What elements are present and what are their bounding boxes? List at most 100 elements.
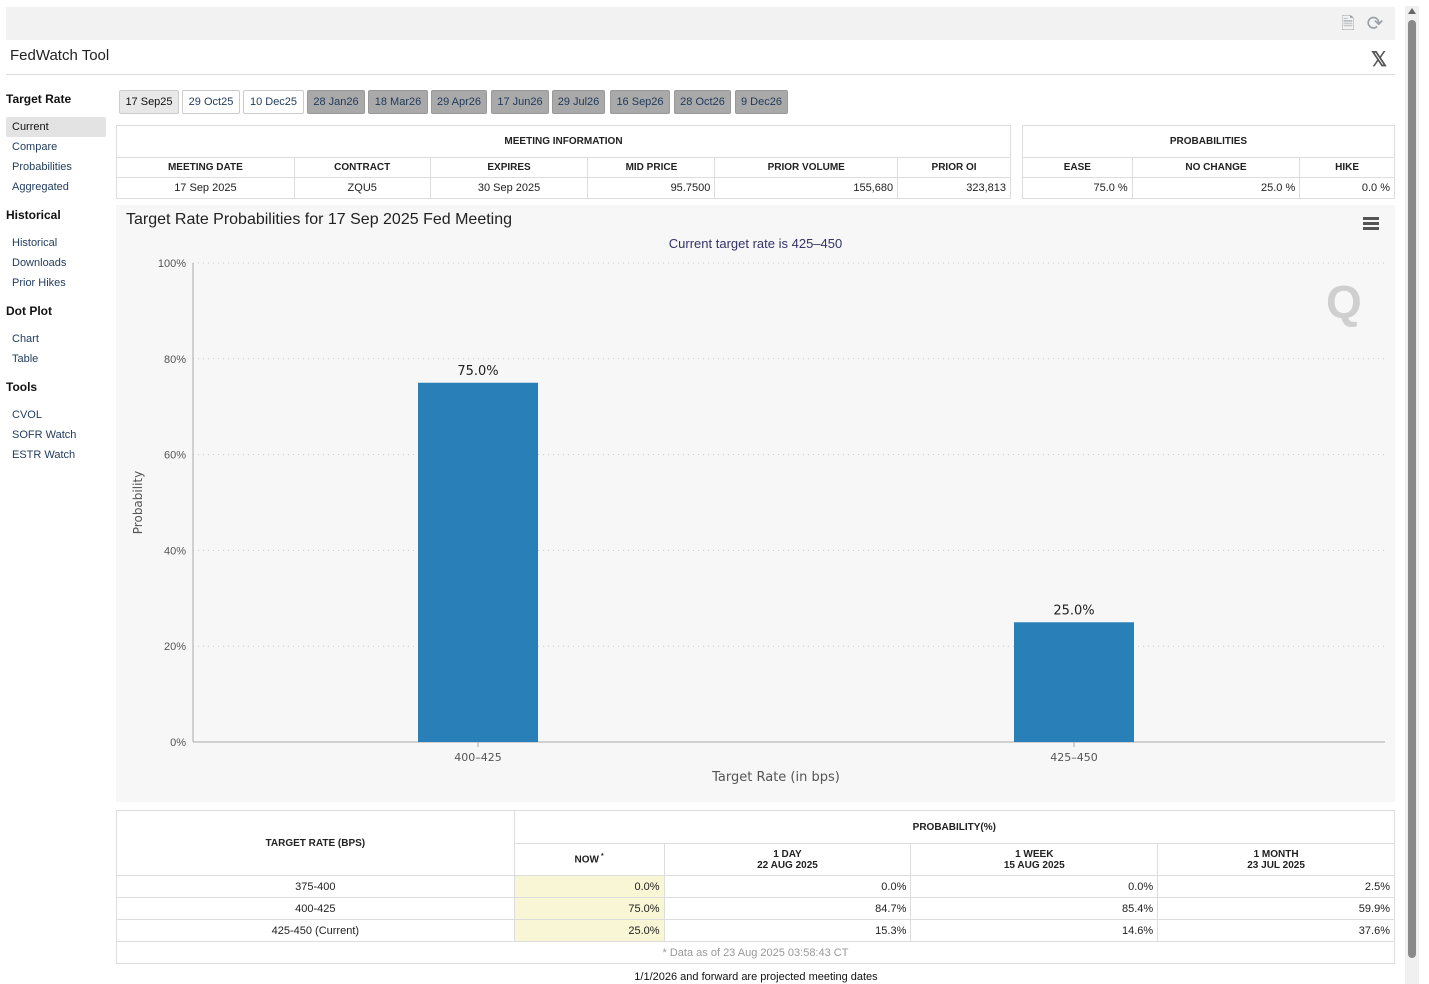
vertical-scrollbar[interactable] bbox=[1405, 6, 1419, 984]
sidebar-section-tools: Tools bbox=[6, 380, 38, 394]
tab-10-dec25[interactable]: 10 Dec25 bbox=[243, 90, 304, 114]
now-cell: 75.0% bbox=[513, 897, 665, 920]
one-day-cell: 15.3% bbox=[663, 919, 912, 942]
one-week-cell: 85.4% bbox=[910, 897, 1159, 920]
data-timestamp-note: * Data as of 23 Aug 2025 03:58:43 CT bbox=[116, 941, 1395, 964]
scroll-up-arrow-icon[interactable] bbox=[1408, 8, 1416, 14]
sidebar-item-sofr-watch[interactable]: SOFR Watch bbox=[12, 429, 77, 441]
contract-value: ZQU5 bbox=[293, 177, 431, 199]
col-prior-volume: PRIOR VOLUME bbox=[714, 157, 899, 178]
x-tick-label: 400–425 bbox=[454, 751, 502, 764]
one-week-cell: 0.0% bbox=[910, 875, 1159, 898]
chart-title: Target Rate Probabilities for 17 Sep 202… bbox=[126, 211, 513, 228]
one-week-cell: 14.6% bbox=[910, 919, 1159, 942]
col-now: NOW * bbox=[513, 843, 665, 876]
no-change-value: 25.0 % bbox=[1131, 177, 1301, 199]
now-cell: 0.0% bbox=[513, 875, 665, 898]
col-contract: CONTRACT bbox=[293, 157, 431, 178]
col-probability-group: PROBABILITY(%) bbox=[513, 810, 1396, 844]
table-row: 425-450 (Current) 25.0% 15.3% 14.6% 37.6… bbox=[116, 919, 1395, 942]
col-ease: EASE bbox=[1022, 157, 1133, 178]
y-tick-label: 100% bbox=[158, 258, 186, 270]
tab-16-sep26[interactable]: 16 Sep26 bbox=[610, 90, 670, 114]
y-axis-title: Probability bbox=[131, 471, 145, 534]
table-row: 375-400 0.0% 0.0% 0.0% 2.5% bbox=[116, 875, 1395, 898]
prior-oi-value: 323,813 bbox=[897, 177, 1011, 199]
chart-menu-icon[interactable] bbox=[1363, 217, 1379, 231]
refresh-icon[interactable]: ⟳ bbox=[1366, 13, 1384, 35]
scrollbar-thumb[interactable] bbox=[1408, 20, 1416, 958]
col-hike: HIKE bbox=[1299, 157, 1395, 178]
tab-29-oct25[interactable]: 29 Oct25 bbox=[182, 90, 240, 114]
bar bbox=[418, 382, 538, 742]
bar-data-label: 75.0% bbox=[457, 364, 498, 379]
x-axis-title: Target Rate (in bps) bbox=[711, 770, 840, 785]
sidebar-item-chart[interactable]: Chart bbox=[12, 333, 39, 345]
bar bbox=[1014, 622, 1134, 742]
sidebar-item-probabilities[interactable]: Probabilities bbox=[12, 161, 72, 173]
sidebar-item-table[interactable]: Table bbox=[12, 353, 39, 365]
top-toolbar: 🗎 ⟳ bbox=[6, 7, 1395, 40]
sidebar-section-historical: Historical bbox=[6, 208, 61, 222]
meeting-info-table: MEETING INFORMATION MEETING DATE CONTRAC… bbox=[116, 125, 1011, 199]
meeting-info-header: MEETING INFORMATION bbox=[116, 125, 1011, 158]
tab-28-jan26[interactable]: 28 Jan26 bbox=[307, 90, 365, 114]
rate-cell: 425-450 (Current) bbox=[116, 919, 515, 942]
one-month-cell: 37.6% bbox=[1157, 919, 1395, 942]
sidebar-item-historical[interactable]: Historical bbox=[12, 237, 58, 249]
one-month-cell: 59.9% bbox=[1157, 897, 1395, 920]
mid-price-value: 95.7500 bbox=[587, 177, 716, 199]
sidebar-item-prior-hikes[interactable]: Prior Hikes bbox=[12, 277, 66, 289]
bar-data-label: 25.0% bbox=[1053, 603, 1094, 618]
prior-volume-value: 155,680 bbox=[714, 177, 899, 199]
probabilities-table: PROBABILITIES EASE NO CHANGE HIKE 75.0 %… bbox=[1022, 125, 1395, 199]
sidebar-section-target-rate: Target Rate bbox=[6, 92, 72, 106]
sidebar-item-estr-watch[interactable]: ESTR Watch bbox=[12, 449, 76, 461]
now-cell: 25.0% bbox=[513, 919, 665, 942]
one-month-cell: 2.5% bbox=[1157, 875, 1395, 898]
chart-subtitle: Current target rate is 425–450 bbox=[668, 236, 843, 251]
tab-17-jun26[interactable]: 17 Jun26 bbox=[491, 90, 549, 114]
watermark-logo: Q bbox=[1326, 276, 1362, 328]
x-tick-label: 425–450 bbox=[1050, 751, 1098, 764]
y-tick-label: 40% bbox=[164, 545, 186, 557]
one-day-cell: 0.0% bbox=[663, 875, 912, 898]
title-divider bbox=[6, 74, 1395, 75]
hike-value: 0.0 % bbox=[1299, 177, 1395, 199]
tab-9-dec26[interactable]: 9 Dec26 bbox=[735, 90, 788, 114]
chart-plot-area: 0% 20% 40% 60% 80% 100% 75.0% 400–425 25.0% 425–4… bbox=[131, 258, 1385, 785]
tab-29-jul26[interactable]: 29 Jul26 bbox=[552, 90, 605, 114]
table-row: 400-425 75.0% 84.7% 85.4% 59.9% bbox=[116, 897, 1395, 920]
expires-value: 30 Sep 2025 bbox=[429, 177, 589, 199]
probability-history-table: TARGET RATE (BPS) PROBABILITY(%) NOW * 1… bbox=[116, 810, 1396, 964]
col-1-month: 1 MONTH 23 JUL 2025 bbox=[1157, 843, 1395, 876]
sidebar-item-current[interactable]: Current bbox=[6, 117, 106, 137]
col-1-week: 1 WEEK 15 AUG 2025 bbox=[910, 843, 1159, 876]
col-expires: EXPIRES bbox=[429, 157, 589, 178]
sidebar-section-dot-plot: Dot Plot bbox=[6, 304, 52, 318]
tab-18-mar26[interactable]: 18 Mar26 bbox=[368, 90, 428, 114]
sidebar-item-downloads[interactable]: Downloads bbox=[12, 257, 67, 269]
projected-dates-note: 1/1/2026 and forward are projected meeti… bbox=[634, 971, 878, 983]
col-meeting-date: MEETING DATE bbox=[116, 157, 295, 178]
col-mid-price: MID PRICE bbox=[587, 157, 716, 178]
probability-chart: Target Rate Probabilities for 17 Sep 202… bbox=[116, 205, 1395, 802]
rate-cell: 375-400 bbox=[116, 875, 515, 898]
one-day-cell: 84.7% bbox=[663, 897, 912, 920]
sidebar-item-aggregated[interactable]: Aggregated bbox=[12, 181, 69, 193]
col-no-change: NO CHANGE bbox=[1131, 157, 1301, 178]
pdf-export-icon[interactable]: 🗎 bbox=[1341, 14, 1355, 33]
y-tick-label: 80% bbox=[164, 354, 186, 366]
app-title: FedWatch Tool bbox=[10, 47, 110, 64]
meeting-date-value: 17 Sep 2025 bbox=[116, 177, 295, 199]
ease-value: 75.0 % bbox=[1022, 177, 1133, 199]
probabilities-header: PROBABILITIES bbox=[1022, 125, 1395, 158]
tab-17-sep25[interactable]: 17 Sep25 bbox=[119, 90, 179, 114]
sidebar-item-compare[interactable]: Compare bbox=[12, 141, 58, 153]
tab-29-apr26[interactable]: 29 Apr26 bbox=[431, 90, 487, 114]
rate-cell: 400-425 bbox=[116, 897, 515, 920]
x-share-icon[interactable]: 𝕏 bbox=[1371, 49, 1388, 71]
sidebar-item-cvol[interactable]: CVOL bbox=[12, 409, 42, 421]
y-tick-label: 0% bbox=[170, 737, 186, 749]
tab-28-oct26[interactable]: 28 Oct26 bbox=[674, 90, 731, 114]
